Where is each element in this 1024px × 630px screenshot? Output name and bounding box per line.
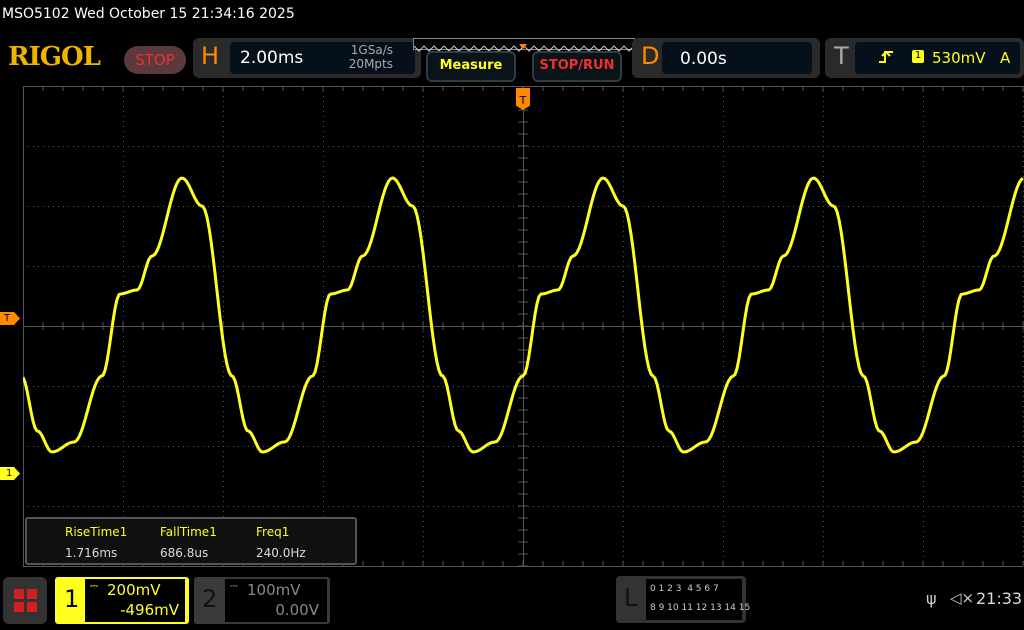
usb-icon: ψ <box>926 589 937 608</box>
timebase-display: 2.00ms 1GSa/s 20Mpts <box>230 42 415 74</box>
delay-panel[interactable]: D 0.00s <box>632 38 820 78</box>
sample-rate: 1GSa/s <box>350 43 393 57</box>
measure-value-falltime: 686.8us <box>160 546 209 560</box>
grid-menu-icon <box>14 589 37 612</box>
trigger-position-marker[interactable]: T <box>516 88 530 110</box>
logic-channels-row1: 0 1 2 3 4 5 6 7 <box>650 584 719 594</box>
run-state-badge[interactable]: STOP <box>124 46 186 74</box>
logic-channels-row2: 8 9 10 11 12 13 14 15 <box>650 603 751 613</box>
ch2-offset: 0.00V <box>275 601 319 619</box>
channel-2-panel[interactable]: 2 ⎓ 100mV 0.00V <box>194 577 330 624</box>
dc-coupling-icon: ⎓ <box>90 581 98 592</box>
rising-edge-icon <box>879 50 893 63</box>
ch2-scale: 100mV <box>247 581 301 599</box>
horizontal-panel[interactable]: H 2.00ms 1GSa/s 20Mpts <box>193 38 421 78</box>
ch1-scale: 200mV <box>107 581 161 599</box>
dc-coupling-icon: ⎓ <box>230 581 238 592</box>
speaker-muted-icon[interactable]: ◁× <box>950 589 975 607</box>
trigger-letter: T <box>834 42 849 70</box>
delay-letter: D <box>641 42 660 70</box>
trigger-panel[interactable]: T 1 530mV A <box>825 38 1024 78</box>
trigger-level: 530mV <box>932 49 986 67</box>
measure-name-freq: Freq1 <box>256 525 290 539</box>
trigger-mode: A <box>1000 49 1011 67</box>
waveform-grid[interactable] <box>23 86 1024 567</box>
memory-depth: 20Mpts <box>348 57 393 71</box>
ch1-ground-marker[interactable]: 1 <box>0 467 20 480</box>
ch1-number: 1 <box>64 585 80 613</box>
horizontal-letter: H <box>201 42 220 70</box>
ch2-number: 2 <box>202 585 218 613</box>
ch1-trace <box>23 176 1024 454</box>
clock-time: 21:33 <box>976 589 1023 608</box>
measure-value-risetime: 1.716ms <box>65 546 118 560</box>
waveform-overview-bar[interactable] <box>413 38 635 52</box>
trigger-level-marker[interactable]: T <box>0 312 20 325</box>
menu-button[interactable] <box>3 577 47 624</box>
measure-value-freq: 240.0Hz <box>256 546 306 560</box>
window-title: MSO5102 Wed October 15 21:34:16 2025 <box>2 6 295 22</box>
logic-letter: L <box>624 584 638 612</box>
measure-button[interactable]: Measure <box>426 51 516 82</box>
ch1-offset: -496mV <box>120 601 179 619</box>
measure-name-risetime: RiseTime1 <box>65 525 128 539</box>
delay-value: 0.00s <box>680 49 727 69</box>
stop-run-button[interactable]: STOP/RUN <box>532 51 622 82</box>
timebase-value: 2.00ms <box>240 48 304 68</box>
channel-1-panel[interactable]: 1 ⎓ 200mV -496mV <box>55 577 189 624</box>
logic-panel[interactable]: L 0 1 2 3 4 5 6 7 8 9 10 11 12 13 14 15 <box>616 576 750 623</box>
rigol-logo: RIGOL <box>8 42 101 72</box>
measurement-panel: RiseTime1 1.716ms FallTime1 686.8us Freq… <box>25 517 357 565</box>
measure-name-falltime: FallTime1 <box>160 525 217 539</box>
trigger-source-badge: 1 <box>912 50 924 63</box>
